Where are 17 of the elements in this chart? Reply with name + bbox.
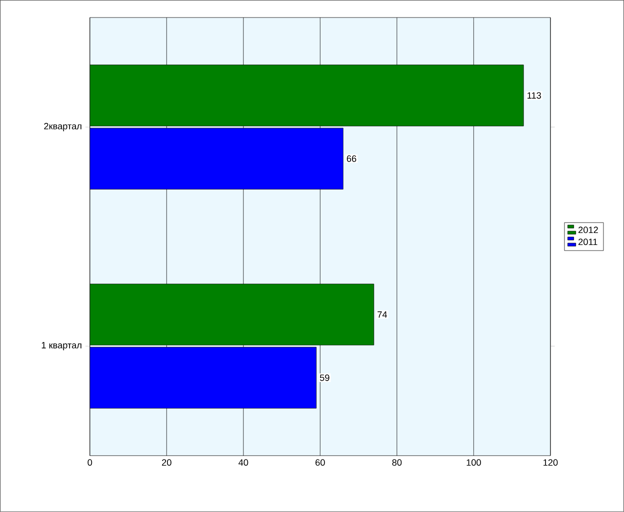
bar (90, 64, 524, 126)
x-tick-label: 60 (316, 459, 325, 466)
data-label: 74 (378, 311, 388, 318)
legend-label: 2012 (578, 226, 598, 234)
x-tick-label: 0 (88, 459, 92, 466)
x-tick-label: 80 (392, 459, 402, 466)
x-tick-label: 40 (238, 459, 248, 466)
x-tick-label: 120 (544, 459, 558, 466)
x-tick-label: 20 (162, 459, 172, 466)
x-tick-label: 100 (466, 459, 481, 466)
data-label: 113 (528, 92, 541, 99)
legend-label: 2011 (578, 238, 598, 246)
y-tick-label: 2квартал (44, 122, 82, 132)
data-label: 66 (346, 155, 356, 162)
y-tick-label: 1 квартал (42, 342, 82, 350)
bar (90, 284, 374, 346)
data-label: 59 (320, 374, 330, 381)
